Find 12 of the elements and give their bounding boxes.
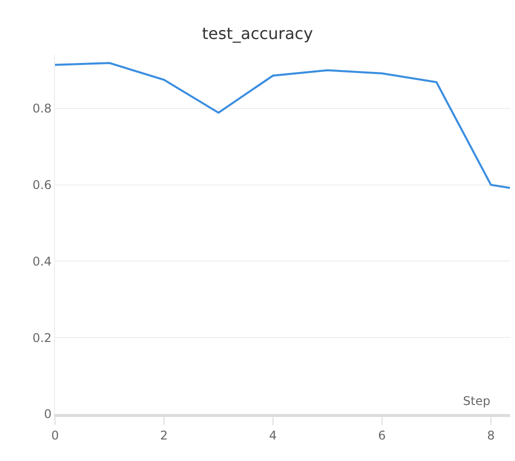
chart-title: test_accuracy [202,24,313,43]
y-tick-label: 0 [44,407,52,422]
x-axis-title: Step [463,394,490,408]
y-tick-label: 0.8 [32,102,52,116]
x-tick-label: 2 [160,428,168,442]
x-tick-label: 4 [269,428,277,442]
line-series [55,62,510,189]
y-tick-label: 0.6 [32,178,52,192]
x-tick-label: 6 [378,428,386,442]
x-tick-label: 8 [487,428,495,442]
y-tick-label: 0.4 [32,254,52,268]
y-tick-label: 0.2 [32,330,52,345]
